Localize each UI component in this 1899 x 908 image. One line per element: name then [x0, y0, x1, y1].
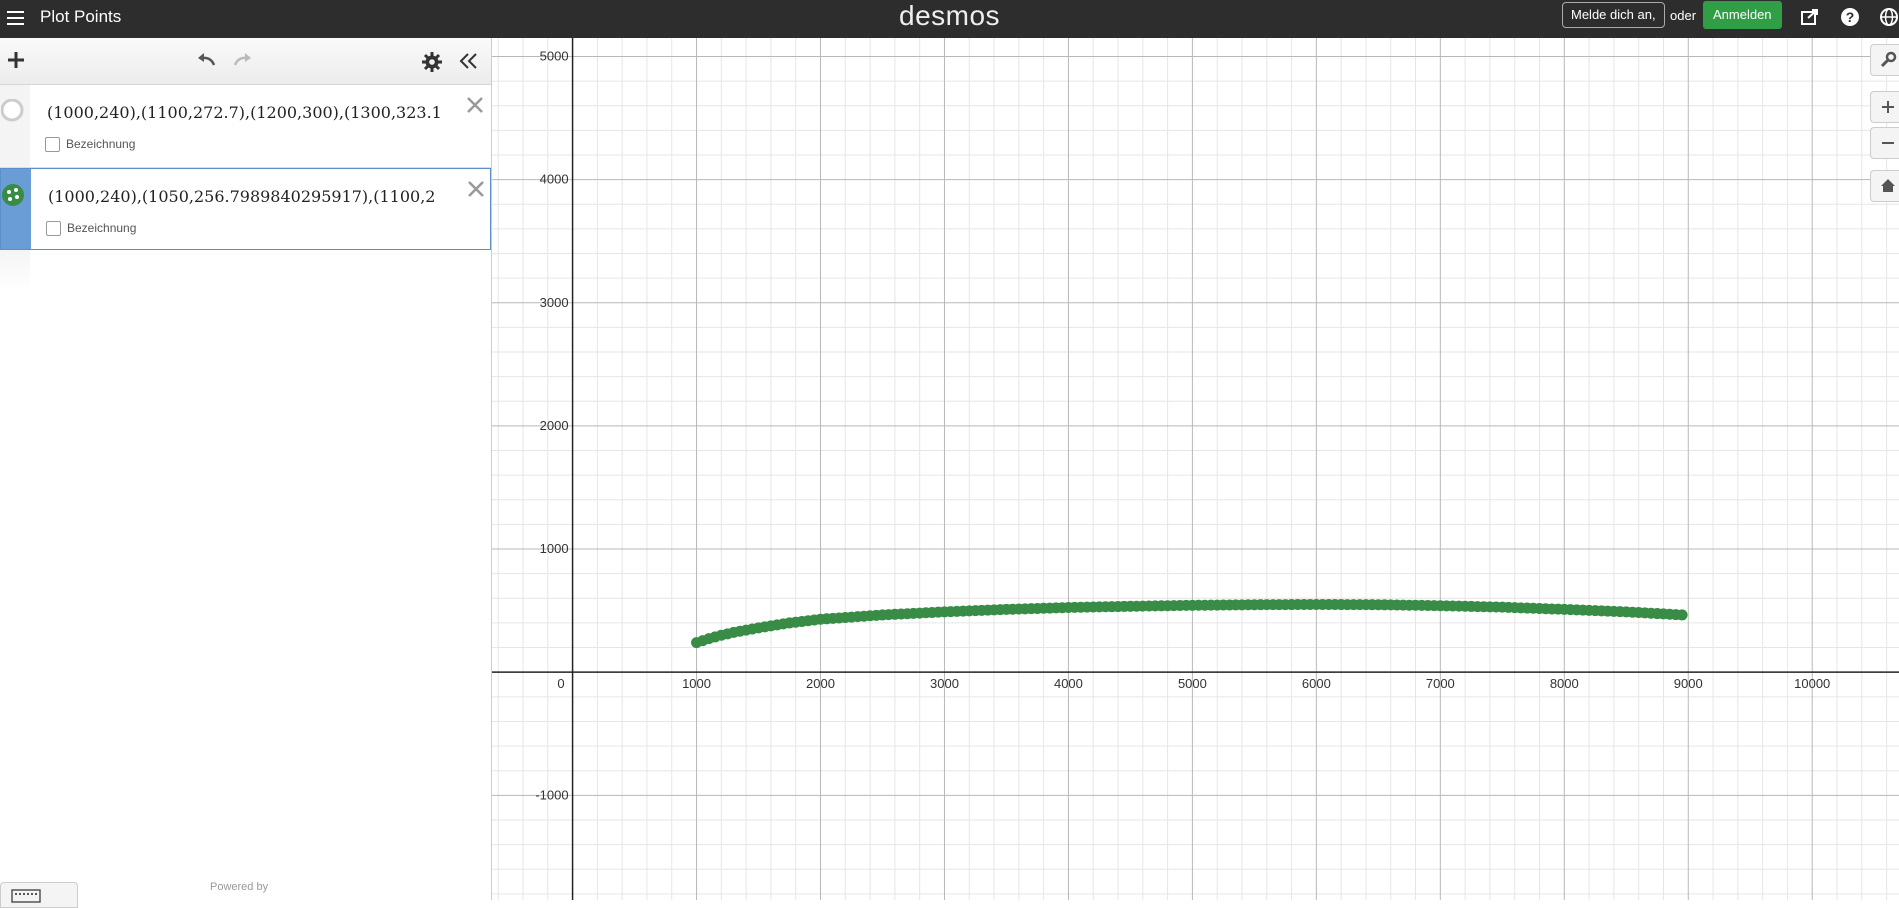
expression-item[interactable]: (1000,240),(1100,272.7),(1200,300),(1300… [0, 85, 491, 168]
graph-settings-wrench-icon[interactable] [1870, 44, 1899, 76]
expression-input[interactable]: (1000,240),(1050,256.7989840295917),(110… [48, 187, 436, 206]
label-option-text: Bezeichnung [66, 137, 136, 151]
x-tick-label: 5000 [1178, 676, 1207, 691]
help-icon[interactable]: ? [1840, 7, 1860, 27]
powered-by-text: Powered by [210, 881, 269, 893]
delete-expression-icon[interactable] [466, 179, 486, 199]
redo-icon[interactable] [232, 51, 254, 69]
y-tick-label: -1000 [535, 787, 568, 802]
expression-input[interactable]: (1000,240),(1100,272.7),(1200,300),(1300… [47, 103, 442, 122]
expression-gutter [0, 85, 30, 167]
settings-gear-icon[interactable] [421, 51, 443, 73]
collapse-list-icon[interactable] [458, 51, 480, 71]
label-checkbox[interactable] [45, 137, 60, 153]
x-tick-label: 8000 [1550, 676, 1579, 691]
top-bar: Plot Points desmos Melde dich an, oder A… [0, 0, 1899, 38]
y-tick-label: 1000 [540, 541, 569, 556]
expression-toolbar [0, 38, 491, 85]
x-tick-label: 0 [557, 676, 564, 691]
new-expression-placeholder[interactable] [0, 250, 30, 290]
svg-text:?: ? [1846, 9, 1855, 25]
login-button[interactable]: Melde dich an, [1562, 2, 1665, 28]
graph-paper[interactable]: 0 1000 2000 3000 4000 5000 6000 7000 8000 9000 100… [492, 38, 1899, 900]
y-tick-label: 3000 [540, 295, 569, 310]
y-tick-label: 4000 [540, 172, 569, 187]
graph-canvas[interactable]: 0 1000 2000 3000 4000 5000 6000 7000 8000 9000 100… [492, 38, 1899, 900]
expression-gutter [1, 169, 31, 249]
undo-icon[interactable] [195, 51, 217, 69]
add-item-icon[interactable] [6, 50, 26, 70]
share-icon[interactable] [1800, 7, 1820, 27]
label-option[interactable]: Bezeichnung [46, 221, 137, 237]
delete-expression-icon[interactable] [465, 95, 485, 115]
zoom-in-icon[interactable] [1870, 91, 1899, 123]
keyboard-toggle[interactable] [0, 882, 78, 908]
zoom-out-icon[interactable] [1870, 127, 1899, 159]
x-tick-label: 1000 [682, 676, 711, 691]
menu-icon[interactable] [6, 8, 26, 28]
x-tick-label: 10000 [1794, 676, 1830, 691]
hidden-graph-toggle-icon[interactable] [0, 98, 24, 122]
keyboard-icon [11, 889, 41, 903]
graph-title[interactable]: Plot Points [40, 7, 122, 26]
x-tick-label: 7000 [1426, 676, 1455, 691]
x-tick-label: 4000 [1054, 676, 1083, 691]
x-tick-label: 2000 [806, 676, 835, 691]
expression-list: (1000,240),(1100,272.7),(1200,300),(1300… [0, 38, 492, 908]
default-zoom-home-icon[interactable] [1870, 170, 1899, 202]
desmos-logo: desmos [899, 0, 1001, 31]
x-tick-label: 6000 [1302, 676, 1331, 691]
or-text: oder [1670, 8, 1697, 23]
data-point [1676, 609, 1688, 621]
points-style-icon[interactable] [2, 183, 26, 207]
label-checkbox[interactable] [46, 221, 61, 237]
expression-item-active[interactable]: (1000,240),(1050,256.7989840295917),(110… [0, 168, 491, 250]
language-icon[interactable] [1879, 7, 1899, 27]
x-tick-label: 3000 [930, 676, 959, 691]
y-tick-label: 5000 [540, 48, 569, 63]
label-option-text: Bezeichnung [67, 221, 137, 235]
y-tick-label: 2000 [540, 418, 569, 433]
signup-button[interactable]: Anmelden [1703, 1, 1782, 29]
x-tick-label: 9000 [1674, 676, 1703, 691]
label-option[interactable]: Bezeichnung [45, 137, 136, 153]
